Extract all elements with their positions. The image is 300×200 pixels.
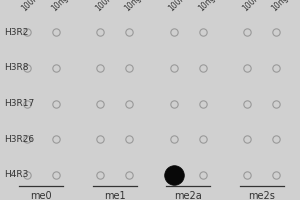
Text: H3R2: H3R2 [4,28,29,37]
Point [244,138,249,141]
Point [127,173,132,176]
Text: 10ng: 10ng [50,0,70,13]
Point [24,31,29,34]
Text: me0: me0 [30,191,52,200]
Point [244,173,249,176]
Point [98,138,102,141]
Text: 100ng: 100ng [94,0,117,13]
Point [200,173,205,176]
Point [200,31,205,34]
Text: H3R26: H3R26 [4,135,34,144]
Point [98,31,102,34]
Text: H3R8: H3R8 [4,63,29,72]
Point [244,31,249,34]
Point [171,66,176,70]
Point [274,138,279,141]
Point [53,173,58,176]
Point [244,66,249,70]
Text: me1: me1 [104,191,125,200]
Text: 10ng: 10ng [123,0,143,13]
Point [127,31,132,34]
Text: 10ng: 10ng [270,0,290,13]
Point [274,31,279,34]
Point [274,66,279,70]
Point [98,173,102,176]
Point [98,66,102,70]
Point [274,173,279,176]
Point [24,102,29,105]
Text: me2s: me2s [248,191,275,200]
Text: H3R17: H3R17 [4,99,35,108]
Point [171,102,176,105]
Point [274,102,279,105]
Point [24,138,29,141]
Point [244,102,249,105]
Point [171,173,176,176]
Point [24,173,29,176]
Point [200,102,205,105]
Point [171,31,176,34]
Point [127,138,132,141]
Point [98,102,102,105]
Point [53,31,58,34]
Text: 10ng: 10ng [196,0,217,13]
Point [200,138,205,141]
Point [53,66,58,70]
Text: 100ng: 100ng [241,0,264,13]
Text: H4R3: H4R3 [4,170,29,179]
Text: me2a: me2a [174,191,202,200]
Point [24,66,29,70]
Point [200,66,205,70]
Point [127,102,132,105]
Text: 100ng: 100ng [20,0,44,13]
Text: 100ng: 100ng [167,0,191,13]
Point [171,138,176,141]
Point [53,102,58,105]
Point [127,66,132,70]
Point [53,138,58,141]
